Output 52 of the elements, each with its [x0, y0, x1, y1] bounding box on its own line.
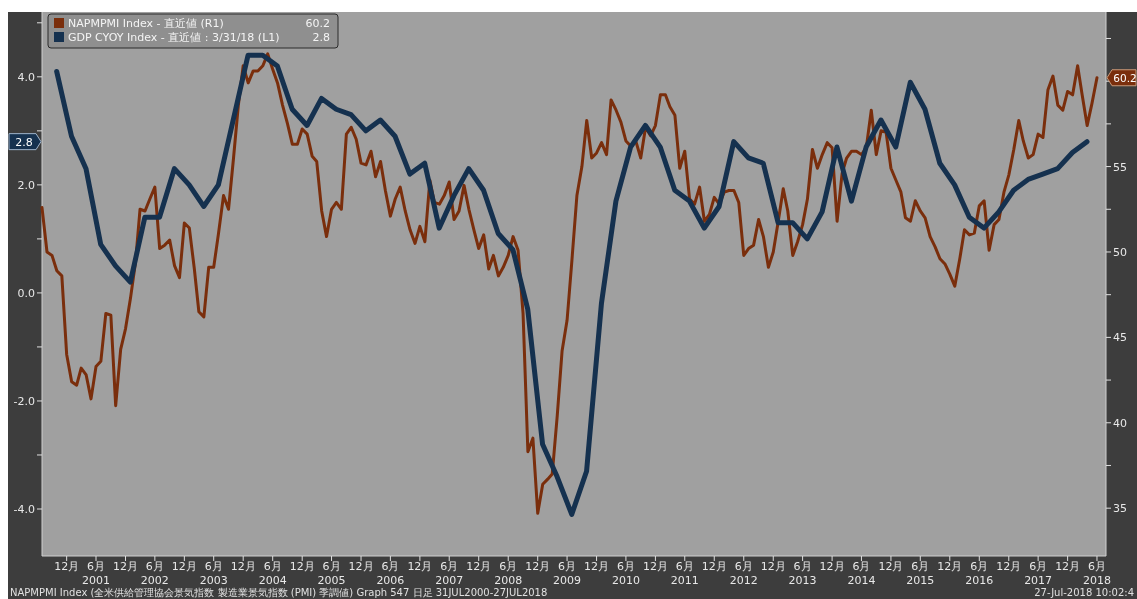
x-tick-label: 12月	[407, 560, 433, 573]
x-tick-label: 12月	[348, 560, 374, 573]
text: 27-Jul-2018 10:02:4	[1034, 587, 1134, 598]
x-tick-label: 6月 2006	[376, 560, 405, 587]
x-tick-label: 12月	[701, 560, 727, 573]
x-tick-label: 6月 2002	[140, 560, 169, 587]
x-tick-label: 6月 2014	[847, 560, 876, 587]
x-tick-label: 12月	[819, 560, 845, 573]
x-tick-label: 6月 2005	[317, 560, 346, 587]
x-tick-label: 12月	[230, 560, 256, 573]
x-tick-label: 12月	[113, 560, 139, 573]
y-tick-label: 0.0	[17, 286, 35, 300]
x-tick-label: 6月 2009	[553, 560, 582, 587]
x-tick-label: 6月 2010	[611, 560, 640, 587]
x-tick-label: 12月	[171, 560, 197, 573]
y2-tick-label: 45	[1113, 331, 1127, 345]
x-tick-label: 6月 2013	[788, 560, 817, 587]
x-tick-label: 12月	[937, 560, 963, 573]
x-tick-label: 6月 2015	[906, 560, 935, 587]
x-tick-label: 6月 2001	[82, 560, 111, 587]
x-tick-label: 12月	[289, 560, 315, 573]
x-tick-label: 12月	[878, 560, 904, 573]
x-tick-label: 6月 2018	[1082, 560, 1111, 587]
x-tick-label: 6月 2003	[199, 560, 228, 587]
y2-tick-label: 35	[1113, 502, 1127, 516]
y-tick-label: -4.0	[13, 503, 35, 516]
x-tick-label: 12月	[996, 560, 1022, 573]
text: NAPMPMI Index (全米供給管理協会景気指数 製造業景気指数 (PMI) 季調値) Graph 547 日足 31JUL2000-27JUL2018	[10, 587, 548, 598]
legend-label: GDP CYOY Index - 直近値 : 3/31/18 (L1)	[68, 31, 280, 44]
x-tick-label: 6月 2007	[435, 560, 464, 587]
y2-tick-label: 50	[1113, 245, 1127, 259]
y2-tick-label: 55	[1113, 160, 1127, 174]
x-tick-label: 12月	[54, 560, 80, 573]
x-tick-label: 6月 2016	[965, 560, 994, 587]
x-tick-label: 12月	[642, 560, 668, 573]
x-tick-label: 6月 2017	[1024, 560, 1053, 587]
y-tick-label: 2.0	[17, 178, 35, 192]
x-tick-label: 12月	[525, 560, 551, 573]
x-tick-label: 6月 2004	[258, 560, 287, 587]
y2-tick-label: 40	[1113, 416, 1127, 430]
legend-label: NAPMPMI Index - 直近値 (R1)	[68, 17, 224, 30]
x-tick-label: 12月	[760, 560, 786, 573]
x-tick-label: 6月 2008	[494, 560, 523, 587]
x-tick-label: 12月	[584, 560, 610, 573]
y-tick-label: -2.0	[13, 394, 35, 408]
x-tick-label: 12月	[1055, 560, 1081, 573]
annotation: 60.2	[305, 17, 330, 30]
x-tick-label: 6月 2011	[670, 560, 699, 587]
x-tick-label: 12月	[466, 560, 492, 573]
x-tick-label: 6月 2012	[729, 560, 758, 587]
annotation: 2.8	[312, 31, 330, 44]
y-tick-label: 4.0	[17, 70, 35, 84]
